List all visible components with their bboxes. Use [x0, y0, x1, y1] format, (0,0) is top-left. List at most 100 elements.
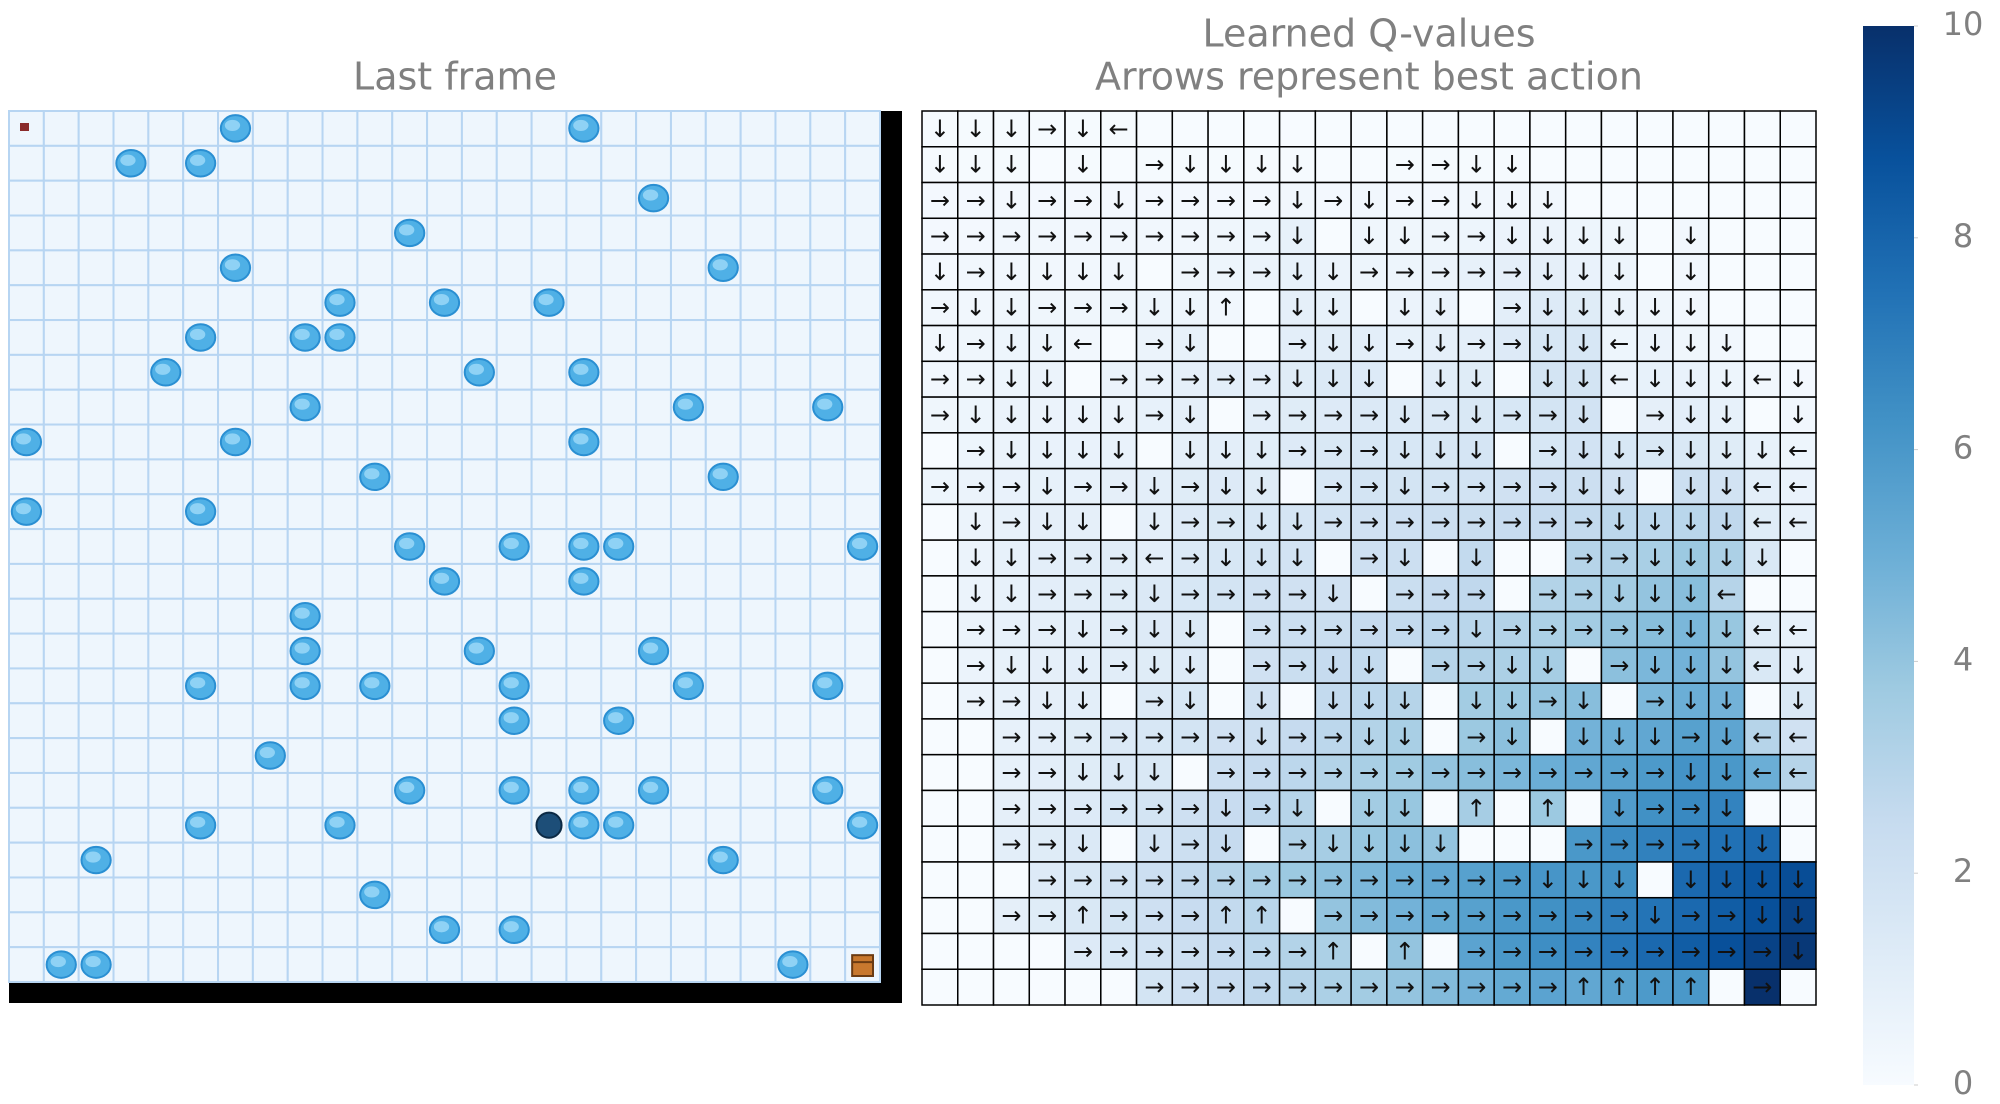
best-action-arrow: → — [1323, 723, 1343, 751]
ice-tile — [844, 353, 881, 391]
best-action-arrow: ↓ — [1073, 651, 1093, 679]
hole-shine — [468, 363, 485, 375]
best-action-arrow: → — [1001, 830, 1021, 858]
ice-tile — [426, 632, 463, 670]
heat-cell — [1350, 110, 1388, 148]
ice-tile — [635, 388, 672, 426]
heat-cell — [1135, 789, 1174, 827]
heat-cell — [1743, 718, 1781, 756]
best-action-arrow: ↓ — [1144, 508, 1164, 536]
hole-shine — [503, 677, 519, 689]
best-action-arrow: ↓ — [1502, 186, 1522, 214]
ice-tile — [600, 284, 638, 322]
heat-cell — [1207, 861, 1245, 899]
heat-cell — [1743, 932, 1781, 970]
hole-shine — [503, 921, 519, 933]
heat-cell — [1314, 146, 1352, 184]
best-action-arrow: → — [1037, 186, 1057, 214]
best-action-arrow: → — [1502, 902, 1522, 930]
ice-tile — [530, 214, 568, 252]
heat-cell — [1600, 396, 1638, 434]
ice-tile — [635, 423, 672, 461]
ice-tile — [217, 876, 254, 914]
best-action-arrow: → — [1144, 186, 1164, 214]
ice-tile — [147, 528, 185, 565]
heat-cell — [1100, 253, 1138, 291]
heat-cell — [1743, 825, 1781, 863]
best-action-arrow: → — [1144, 365, 1164, 393]
ice-tile — [182, 876, 220, 914]
ice-tile — [704, 771, 742, 809]
heat-cell — [1779, 396, 1817, 434]
ice-tile — [217, 144, 254, 182]
best-action-arrow: ↓ — [1645, 651, 1665, 679]
best-action-arrow: → — [1323, 973, 1343, 1001]
best-action-arrow: → — [1144, 902, 1164, 930]
ice-tile — [286, 144, 324, 182]
heat-cell — [1421, 682, 1460, 720]
ice-tile — [565, 319, 603, 356]
ice-tile — [77, 214, 115, 252]
heat-cell — [1529, 575, 1567, 613]
best-action-arrow: ↓ — [1395, 544, 1415, 572]
ice-tile — [321, 353, 359, 391]
ice-tile — [286, 771, 324, 809]
heat-cell — [1672, 646, 1710, 684]
ice-tile — [251, 597, 289, 635]
ice-tile — [809, 353, 847, 391]
best-action-arrow: → — [1645, 830, 1665, 858]
best-action-arrow: ↑ — [1323, 937, 1343, 965]
heat-cell — [1243, 289, 1281, 327]
best-action-arrow: ↓ — [1609, 472, 1629, 500]
hole-shine — [677, 398, 694, 410]
heat-cell — [1350, 289, 1388, 327]
best-action-arrow: ↓ — [1395, 830, 1415, 858]
heat-cell — [1636, 181, 1674, 220]
best-action-arrow: ↓ — [1609, 723, 1629, 751]
ice-tile — [809, 737, 847, 774]
best-action-arrow: ↓ — [1109, 186, 1129, 214]
heat-cell — [1421, 217, 1460, 255]
hole-shine — [364, 468, 380, 480]
heat-cell — [1672, 360, 1710, 398]
best-action-arrow: ↑ — [1609, 973, 1629, 1001]
best-action-arrow: ↓ — [1681, 759, 1701, 787]
ice-tile — [809, 946, 847, 983]
heat-cell — [1779, 467, 1817, 506]
ice-tile — [217, 632, 254, 670]
heat-cell — [1707, 539, 1746, 577]
ice-tile — [217, 841, 254, 879]
hole-shine — [224, 259, 241, 271]
ice-tile — [530, 737, 568, 774]
heat-cell — [921, 825, 959, 863]
ice-tile — [669, 597, 707, 635]
ice-tile — [217, 946, 254, 983]
ice-tile — [391, 458, 429, 496]
ice-tile — [217, 388, 254, 426]
heat-cell — [957, 253, 995, 291]
ice-tile — [112, 353, 150, 391]
best-action-arrow: ↓ — [1144, 294, 1164, 322]
ice-tile — [217, 284, 254, 322]
ice-tile — [530, 911, 568, 949]
heat-cell — [1314, 324, 1352, 363]
heat-cell — [1350, 146, 1388, 184]
heat-cell — [1707, 968, 1746, 1006]
ice-tile — [774, 806, 812, 844]
ice-tile — [774, 876, 812, 914]
best-action-arrow: → — [1252, 973, 1272, 1001]
ice-tile — [704, 876, 742, 914]
ice-tile — [391, 876, 429, 914]
ice-tile — [217, 528, 254, 565]
best-action-arrow: ↓ — [1037, 401, 1057, 429]
best-action-arrow: ↓ — [1287, 508, 1307, 536]
best-action-arrow: → — [1252, 580, 1272, 608]
ice-tile — [530, 353, 568, 391]
best-action-arrow: ↓ — [1717, 723, 1737, 751]
best-action-arrow: ↓ — [1359, 329, 1379, 357]
ice-tile — [426, 597, 463, 635]
ice-tile — [426, 737, 463, 774]
heat-cell — [1421, 432, 1460, 470]
ice-tile — [42, 110, 80, 147]
ice-tile — [182, 458, 220, 496]
